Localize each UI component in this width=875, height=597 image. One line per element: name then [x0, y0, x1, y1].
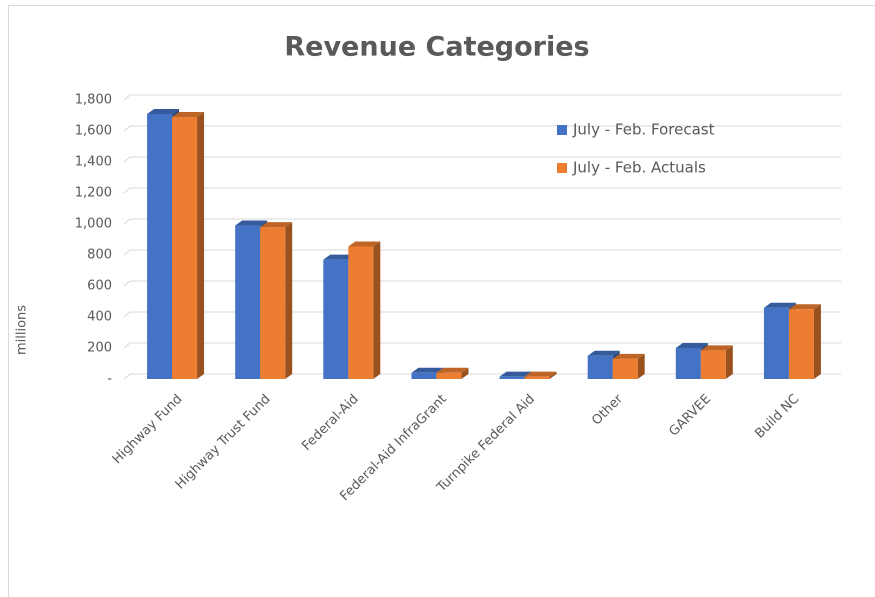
- y-tick-label: 1,600: [75, 124, 112, 139]
- bar-front: [788, 309, 814, 379]
- bar-side: [461, 367, 469, 379]
- bar-side: [637, 353, 645, 379]
- x-tick-label: Build NC: [752, 392, 802, 442]
- bar-top: [612, 353, 645, 359]
- bar-top: [524, 371, 557, 377]
- bar-front: [411, 372, 437, 379]
- grid-line: [123, 94, 841, 101]
- bar-top: [587, 350, 620, 356]
- grid-line: [123, 156, 841, 163]
- bar: [700, 345, 733, 379]
- bar-front: [524, 376, 550, 379]
- x-tick-label: Federal-Aid: [299, 392, 361, 454]
- bar-top: [411, 367, 444, 373]
- bar-front: [587, 355, 613, 379]
- y-tick-label: 200: [87, 341, 112, 356]
- bar-front: [147, 113, 173, 379]
- bar: [788, 304, 821, 379]
- bar-front: [436, 372, 462, 379]
- grid-line: [123, 311, 841, 318]
- bar-top: [260, 222, 293, 228]
- x-tick-label: Other: [589, 391, 626, 428]
- bar-front: [675, 348, 701, 379]
- bar-front: [612, 358, 638, 379]
- bar-top: [172, 112, 205, 118]
- bar: [260, 222, 293, 379]
- bar: [436, 367, 469, 379]
- y-tick-label: 1,800: [75, 93, 112, 108]
- bar-top: [348, 241, 381, 247]
- bar-side: [197, 112, 205, 380]
- bar-top: [235, 220, 268, 226]
- grid-line: [123, 342, 841, 349]
- bar-top: [323, 254, 356, 260]
- grid-line: [123, 373, 841, 380]
- x-tick-label: Turnpike Federal Aid: [434, 392, 538, 496]
- bar: [524, 371, 557, 379]
- grid-line: [123, 280, 841, 287]
- x-tick-label: Highway Fund: [110, 392, 186, 468]
- y-tick-label: 1,200: [75, 186, 112, 201]
- grid-line: [123, 125, 841, 132]
- bar-top: [675, 343, 708, 348]
- bar-front: [235, 225, 261, 379]
- bar-side: [285, 222, 293, 379]
- y-tick-label: 800: [87, 248, 112, 263]
- y-tick-label: 600: [87, 279, 112, 294]
- bar-top: [499, 371, 532, 377]
- legend-label: July - Feb. Forecast: [572, 121, 715, 139]
- bar-top: [788, 304, 821, 310]
- bar: [348, 241, 381, 379]
- bar-side: [373, 241, 381, 379]
- bar-side: [813, 304, 821, 379]
- bar: [172, 112, 205, 380]
- bar-top: [436, 367, 469, 373]
- bar: [612, 353, 645, 379]
- grid-line: [123, 249, 841, 256]
- legend-swatch: [557, 163, 567, 173]
- bar-front: [348, 246, 374, 379]
- bar-top: [763, 302, 796, 308]
- grid-line: [123, 187, 841, 194]
- bar-side: [725, 345, 733, 379]
- y-tick-label: 1,000: [75, 217, 112, 232]
- bar-front: [700, 350, 726, 379]
- grid-line: [123, 218, 841, 225]
- x-tick-label: Highway Trust Fund: [173, 392, 274, 493]
- bar-front: [499, 376, 525, 379]
- bar-front: [763, 307, 789, 379]
- y-axis-label: millions: [15, 305, 30, 355]
- y-tick-label: 1,400: [75, 155, 112, 170]
- bar-top: [147, 108, 180, 114]
- bar-front: [260, 227, 286, 379]
- bar-top: [700, 345, 733, 351]
- legend-label: July - Feb. Actuals: [572, 159, 706, 177]
- y-tick-label: 400: [87, 310, 112, 325]
- legend-swatch: [557, 125, 567, 135]
- bar-front: [172, 117, 198, 380]
- x-tick-label: GARVEE: [666, 392, 714, 440]
- bar-front: [323, 259, 349, 379]
- bar-side: [549, 371, 557, 379]
- chart-frame: [8, 5, 875, 597]
- y-tick-label: -: [107, 372, 112, 387]
- chart-title: Revenue Categories: [284, 32, 589, 63]
